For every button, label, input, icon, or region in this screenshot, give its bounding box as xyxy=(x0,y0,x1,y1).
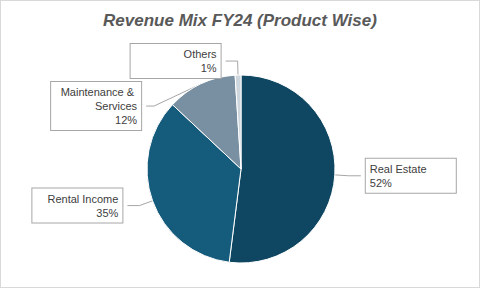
svg-text:Others: Others xyxy=(184,48,218,60)
svg-text:12%: 12% xyxy=(115,114,137,126)
svg-text:Revenue Mix FY24 (Product Wise: Revenue Mix FY24 (Product Wise) xyxy=(103,11,377,30)
svg-text:1%: 1% xyxy=(201,62,217,74)
svg-text:35%: 35% xyxy=(96,207,118,219)
svg-text:52%: 52% xyxy=(370,177,392,189)
svg-text:Maintenance &: Maintenance & xyxy=(61,86,137,98)
svg-text:Rental Income: Rental Income xyxy=(47,193,118,205)
svg-text:Services: Services xyxy=(95,100,138,112)
svg-text:Real Estate: Real Estate xyxy=(370,163,427,175)
